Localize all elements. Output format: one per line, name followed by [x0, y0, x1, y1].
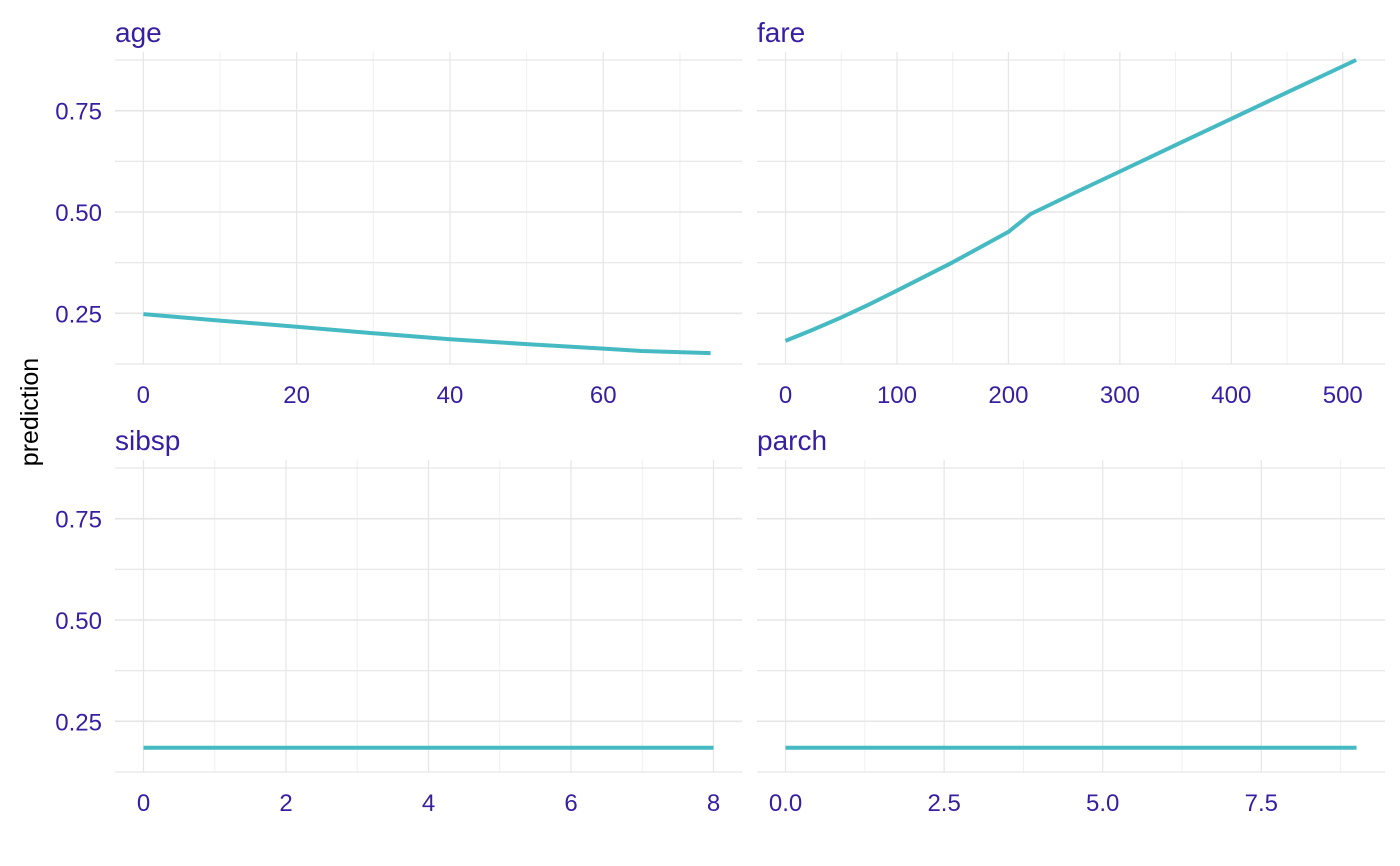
x-tick-label: 500 [1323, 382, 1363, 409]
y-tick-label: 0.75 [55, 507, 102, 534]
y-tick-label: 0.50 [55, 200, 102, 227]
panel-parch: 0.0 2.5 5.0 7.5 parch [757, 425, 1385, 817]
x-tick-label: 2 [279, 790, 292, 817]
y-tick-label: 0.25 [55, 301, 102, 328]
x-tick-label: 0 [779, 382, 792, 409]
x-tick-label: 6 [564, 790, 577, 817]
x-tick-label: 5.0 [1086, 790, 1119, 817]
panel-sibsp: 0.25 0.50 0.75 0 2 4 6 8 sibsp [55, 425, 742, 817]
x-tick-label: 20 [283, 382, 310, 409]
panel-age: 0.25 0.50 0.75 0 20 40 60 age [55, 17, 742, 409]
series-line-age [143, 312, 711, 356]
x-tick-label: 4 [422, 790, 435, 817]
x-tick-label: 0 [137, 790, 150, 817]
panel-fare: 0 100 200 300 400 500 fare [757, 17, 1385, 409]
y-tick-label: 0.25 [55, 709, 102, 736]
x-tick-label: 0 [137, 382, 150, 409]
panel-title: age [115, 17, 162, 48]
x-tick-label: 8 [707, 790, 720, 817]
x-tick-label: 0.0 [769, 790, 802, 817]
x-tick-label: 200 [988, 382, 1028, 409]
x-tick-label: 100 [877, 382, 917, 409]
x-tick-label: 40 [437, 382, 464, 409]
y-tick-label: 0.75 [55, 99, 102, 126]
y-tick-label: 0.50 [55, 608, 102, 635]
x-tick-label: 2.5 [927, 790, 960, 817]
panel-title: parch [757, 425, 827, 456]
x-tick-label: 7.5 [1245, 790, 1278, 817]
x-tick-label: 60 [590, 382, 617, 409]
series-line-fare [784, 58, 1357, 343]
y-axis-label: prediction [16, 358, 44, 466]
panel-title: fare [757, 17, 805, 48]
x-tick-label: 300 [1100, 382, 1140, 409]
panel-title: sibsp [115, 425, 180, 456]
x-tick-label: 400 [1211, 382, 1251, 409]
